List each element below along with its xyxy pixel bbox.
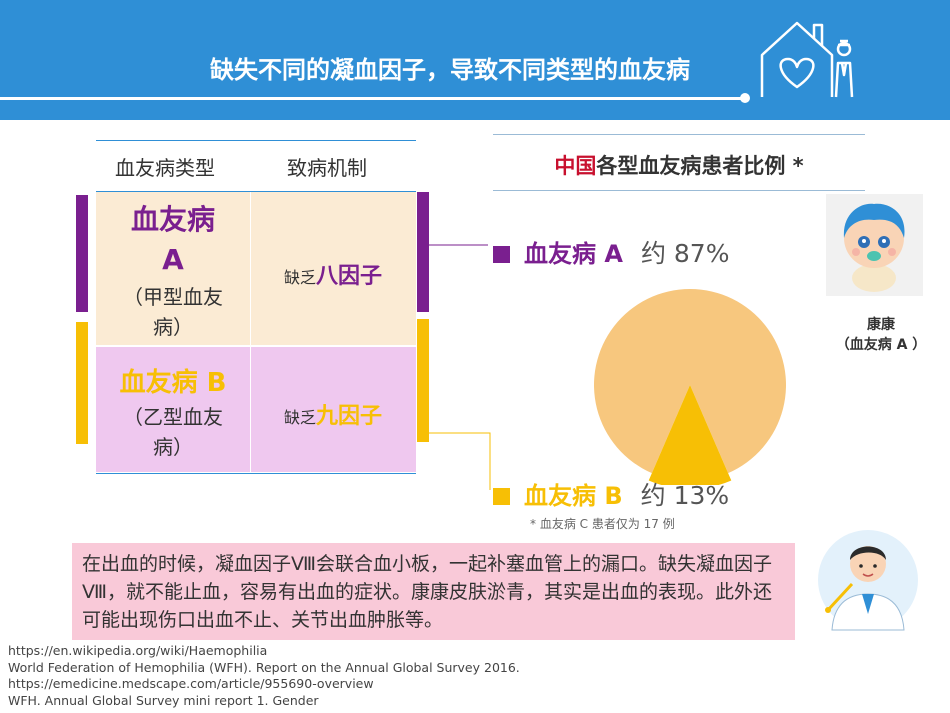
type-a-name-line1: 血友病 <box>130 203 215 236</box>
character-name: 康康 <box>867 317 895 333</box>
header-banner: 缺失不同的凝血因子，导致不同类型的血友病 <box>0 0 950 120</box>
type-b-factor: 九因子 <box>316 404 383 429</box>
type-b-mechanism-prefix: 缺乏 <box>283 408 316 427</box>
header-divider-dot <box>740 93 750 103</box>
chart-title-rest: 各型血友病患者比例 * <box>596 154 804 178</box>
legend-hemophilia-b: 血友病 B 约 13% <box>493 476 729 512</box>
chart-top-rule <box>493 134 865 135</box>
chart-title-rule <box>493 190 865 191</box>
column-separator <box>250 192 251 472</box>
pie-chart <box>594 289 786 485</box>
header-divider <box>0 97 745 100</box>
accent-bar-a-right <box>417 192 429 312</box>
table-bottom-rule <box>96 473 416 474</box>
house-heart-logo-icon <box>760 21 854 98</box>
type-a-mechanism-prefix: 缺乏 <box>283 268 316 287</box>
legend-swatch-a <box>493 246 510 263</box>
legend-label-b: 血友病 B <box>524 482 623 510</box>
reference-item: https://emedicine.medscape.com/article/9… <box>8 676 374 691</box>
explanation-note: 在出血的时候，凝血因子Ⅷ会联合血小板，一起补塞血管上的漏口。缺失凝血因子Ⅷ，就不… <box>72 543 795 640</box>
legend-label-a: 血友病 A <box>524 240 623 268</box>
chart-title: 中国各型血友病患者比例 * <box>493 150 865 180</box>
type-a-subtitle: （甲型血友 病） <box>96 282 250 342</box>
legend-value-b: 约 13% <box>640 481 730 510</box>
type-a-subtitle-line1: （甲型血友 <box>123 285 223 309</box>
reference-item: https://en.wikipedia.org/wiki/Haemophili… <box>8 643 268 658</box>
table-header-type: 血友病类型 <box>115 156 215 180</box>
character-label: 康康 （血友病 A ） <box>826 315 936 355</box>
type-b-subtitle-line2: 病） <box>153 435 193 459</box>
accent-bar-b-left <box>76 322 88 444</box>
legend-value-a: 约 87% <box>640 239 730 268</box>
character-type: （血友病 A ） <box>835 337 927 353</box>
pie-slice-hemophilia-a <box>594 289 786 474</box>
reference-item: WFH. Annual Global Survey mini report 1.… <box>8 692 319 708</box>
accent-bar-a-left <box>76 195 88 312</box>
avatar <box>826 194 923 296</box>
type-b-subtitle-line1: （乙型血友 <box>123 405 223 429</box>
legend-swatch-b <box>493 488 510 505</box>
connector-b <box>429 432 491 490</box>
row-hemophilia-b <box>96 347 416 472</box>
type-a-mechanism: 缺乏八因子 <box>250 258 416 290</box>
accent-bar-b-right <box>417 319 429 442</box>
row-hemophilia-a <box>96 192 416 345</box>
table-top-rule <box>96 140 416 141</box>
legend-hemophilia-a: 血友病 A 约 87% <box>493 234 729 270</box>
table-header-rule <box>96 191 416 192</box>
reference-item: World Federation of Hemophilia (WFH). Re… <box>8 659 520 675</box>
type-b-subtitle: （乙型血友 病） <box>96 402 250 462</box>
type-a-subtitle-line2: 病） <box>153 315 193 339</box>
page-title: 缺失不同的凝血因子，导致不同类型的血友病 <box>210 56 690 84</box>
doctor-character-icon <box>818 530 918 631</box>
type-b-name: 血友病 B <box>119 368 227 398</box>
type-b-mechanism: 缺乏九因子 <box>250 398 416 430</box>
pie-slice-hemophilia-b <box>648 385 732 485</box>
chart-title-highlight: 中国 <box>554 154 597 178</box>
references: https://en.wikipedia.org/wiki/Haemophili… <box>8 643 520 709</box>
table-header-mechanism: 致病机制 <box>287 156 367 180</box>
type-a-factor: 八因子 <box>316 264 383 289</box>
type-a-name: 血友病 A <box>96 200 250 280</box>
baby-character-icon <box>843 203 905 292</box>
type-a-name-line2: A <box>162 243 184 276</box>
chart-footnote: * 血友病 C 患者仅为 17 例 <box>530 517 675 531</box>
